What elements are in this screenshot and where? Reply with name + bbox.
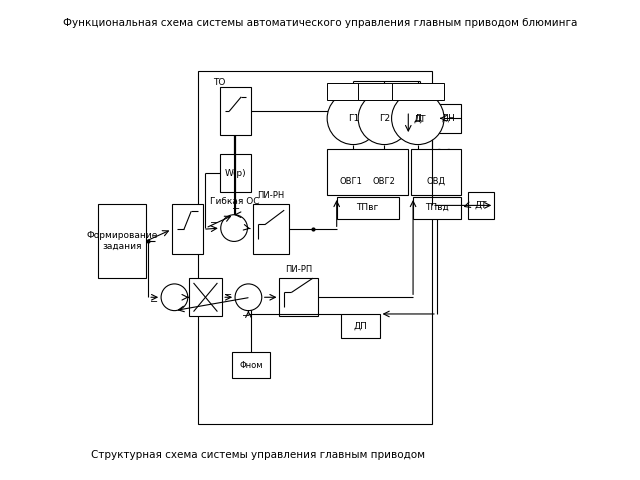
Text: ОВГ1: ОВГ1 bbox=[340, 177, 362, 186]
Circle shape bbox=[221, 215, 248, 241]
Bar bbox=[232, 352, 270, 378]
Text: ОВГ2: ОВГ2 bbox=[373, 177, 396, 186]
Text: ТПвг: ТПвг bbox=[356, 204, 379, 212]
Bar bbox=[468, 192, 494, 218]
Bar bbox=[189, 278, 222, 316]
Circle shape bbox=[358, 92, 411, 144]
Bar bbox=[280, 278, 317, 316]
Text: −: − bbox=[150, 297, 158, 307]
Circle shape bbox=[327, 92, 380, 144]
Bar bbox=[327, 149, 408, 195]
Bar bbox=[437, 104, 461, 132]
Bar bbox=[408, 104, 432, 135]
Text: ПИ-РН: ПИ-РН bbox=[257, 191, 285, 200]
Bar bbox=[327, 83, 380, 100]
Text: −: − bbox=[224, 290, 232, 300]
Text: Формирование
задания: Формирование задания bbox=[86, 231, 157, 251]
Circle shape bbox=[392, 92, 444, 144]
Text: Г1: Г1 bbox=[348, 114, 359, 123]
Text: Структурная схема системы управления главным приводом: Структурная схема системы управления гла… bbox=[91, 450, 425, 460]
Text: Φном: Φном bbox=[239, 361, 262, 370]
Bar bbox=[172, 204, 203, 254]
Text: Г2: Г2 bbox=[379, 114, 390, 123]
Text: Функциональная схема системы автоматического управления главным приводом блюминг: Функциональная схема системы автоматичес… bbox=[63, 18, 577, 28]
Text: ДП: ДП bbox=[354, 322, 367, 330]
Text: W(p): W(p) bbox=[225, 168, 246, 178]
Bar bbox=[337, 197, 399, 218]
Text: ТО: ТО bbox=[212, 78, 225, 87]
Text: ТПвд: ТПвд bbox=[425, 204, 449, 212]
Bar bbox=[413, 197, 461, 218]
Text: Гибкая ОС: Гибкая ОС bbox=[210, 197, 260, 206]
Bar bbox=[98, 204, 146, 278]
Text: ДТ: ДТ bbox=[414, 115, 426, 124]
Text: −: − bbox=[232, 204, 241, 214]
Bar bbox=[358, 83, 411, 100]
Circle shape bbox=[161, 284, 188, 311]
Bar bbox=[342, 314, 380, 338]
Bar bbox=[411, 149, 461, 195]
Bar bbox=[392, 83, 444, 100]
Text: −: − bbox=[209, 218, 218, 228]
Text: ПИ-РП: ПИ-РП bbox=[285, 265, 312, 274]
Bar bbox=[220, 87, 251, 135]
Text: −: − bbox=[242, 312, 250, 321]
Bar bbox=[220, 154, 251, 192]
Text: ОВД: ОВД bbox=[426, 177, 445, 186]
Bar bbox=[198, 71, 432, 424]
Text: Д: Д bbox=[414, 114, 421, 123]
Bar bbox=[253, 204, 289, 254]
Circle shape bbox=[235, 284, 262, 311]
Text: ДТ: ДТ bbox=[475, 201, 487, 210]
Text: ДН: ДН bbox=[442, 114, 456, 123]
